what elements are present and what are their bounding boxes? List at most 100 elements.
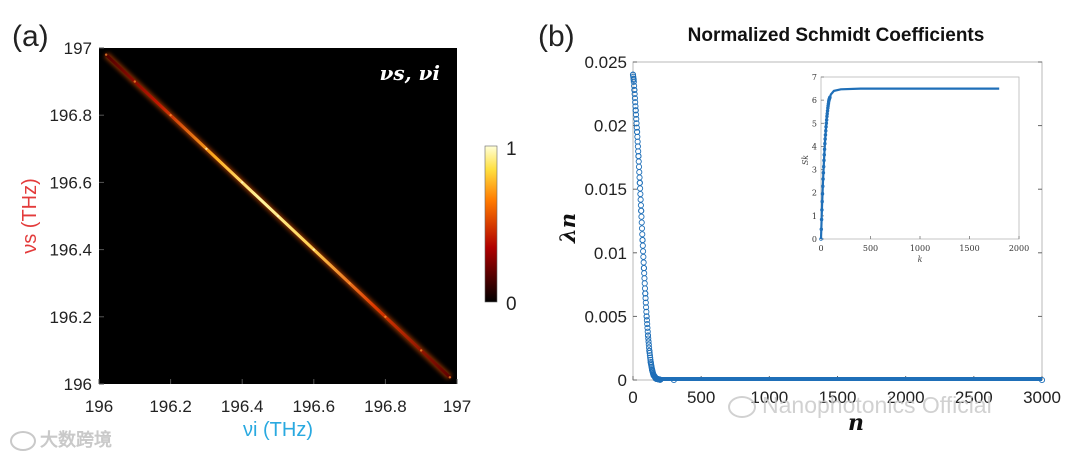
- inset-x-tick-label: 0: [818, 244, 823, 253]
- inset-point: [824, 125, 828, 129]
- x-tick-label: 3000: [1023, 388, 1061, 407]
- plot-b-x-ticks: 0 500 1000 1500 2000 2500 3000: [628, 376, 1061, 407]
- x-tick-label: 196: [85, 397, 113, 416]
- series-point: [644, 332, 652, 339]
- heatmap-annotation: νs, νi: [379, 61, 440, 85]
- series-point: [632, 107, 639, 114]
- watermark-left-text: 大数跨境: [40, 430, 112, 450]
- plot-b-xlabel: n: [848, 410, 864, 436]
- series-point: [640, 265, 647, 272]
- x-tick-label: 500: [687, 388, 715, 407]
- inset-point: [819, 217, 824, 222]
- series-point: [643, 304, 650, 311]
- y-tick-label: 0.025: [584, 53, 627, 72]
- inset-point: [821, 184, 825, 188]
- inset-point: [824, 121, 829, 126]
- x-tick-label: 2500: [955, 388, 993, 407]
- series-point: [638, 207, 645, 214]
- y-tick-label: 196.2: [49, 308, 92, 327]
- y-tick-label: 0.01: [594, 244, 627, 263]
- y-tick-label: 0: [618, 371, 627, 390]
- heatmap-x-ticks: 196 196.2 196.4 196.6 196.8 197: [85, 379, 471, 416]
- series-point: [640, 253, 647, 260]
- x-tick-label: 196.6: [293, 397, 336, 416]
- series-point: [640, 259, 647, 266]
- series-point: [631, 82, 638, 89]
- inset-point: [828, 95, 832, 99]
- series-point: [644, 320, 651, 328]
- series-point: [635, 163, 643, 170]
- series-point: [636, 174, 643, 181]
- y-tick-label: 196: [64, 375, 92, 394]
- watermark-right: Nanophotonics Official: [728, 392, 992, 419]
- inset-point: [819, 237, 823, 241]
- watermark-left: 大数跨境: [10, 426, 112, 452]
- series-point: [636, 179, 643, 186]
- ridge-point: [312, 248, 315, 251]
- series-point: [640, 248, 647, 255]
- series-point: [635, 153, 642, 160]
- series-point: [632, 103, 639, 110]
- inset-series: [819, 87, 1000, 241]
- y-tick-label: 196.4: [49, 241, 92, 260]
- inset-point: [826, 103, 830, 108]
- inset-point: [819, 227, 824, 232]
- inset-point: [821, 164, 826, 169]
- inset-point: [822, 153, 827, 157]
- x-tick-label: 1000: [750, 388, 788, 407]
- series-point: [630, 76, 637, 83]
- ridge-point: [169, 114, 172, 117]
- inset-point: [820, 199, 824, 204]
- y-tick-label: 0.02: [594, 117, 627, 136]
- series-point: [634, 128, 641, 136]
- ridge-point: [104, 53, 108, 56]
- x-tick-label: 196.8: [364, 397, 407, 416]
- colorbar: [484, 145, 498, 303]
- series-point: [641, 270, 648, 277]
- inset-point: [824, 118, 829, 122]
- x-tick-label: 196.2: [149, 397, 192, 416]
- inset-y-tick-label: 2: [812, 189, 817, 198]
- series-point: [635, 158, 642, 165]
- series-point: [645, 335, 652, 342]
- inset-x-tick-label: 500: [863, 244, 878, 253]
- series-point: [639, 237, 646, 244]
- inset-point: [823, 137, 827, 141]
- series-point: [631, 91, 638, 98]
- series-point: [653, 375, 660, 382]
- series-point: [646, 347, 653, 354]
- series-point: [641, 280, 648, 287]
- colorbar-min-label: 0: [506, 294, 517, 315]
- x-tick-label: 2000: [887, 388, 925, 407]
- series-point: [637, 196, 644, 203]
- inset-xlabel: k: [918, 255, 923, 264]
- ridge-point: [205, 147, 208, 150]
- inset-point: [820, 192, 825, 196]
- inset-x-tick-label: 2000: [1009, 244, 1029, 253]
- inset-point: [823, 141, 827, 146]
- inset-y-tick-label: 4: [812, 142, 817, 151]
- series-point: [631, 86, 638, 94]
- wechat-icon: [728, 395, 756, 418]
- inset-y-tick-label: 6: [812, 96, 817, 105]
- series-point: [643, 313, 650, 320]
- ridge-point: [384, 315, 387, 318]
- ridge-point: [276, 214, 280, 218]
- series-point: [639, 231, 646, 238]
- series-point: [637, 185, 644, 192]
- ridge-point: [241, 181, 244, 184]
- series-point: [633, 124, 640, 131]
- series-point: [643, 308, 650, 315]
- y-tick-label: 196.8: [49, 106, 92, 125]
- series-point: [638, 225, 646, 232]
- chart-b-title: Normalized Schmidt Coefficients: [688, 25, 985, 46]
- ridge-point: [420, 349, 423, 352]
- series-point: [644, 324, 651, 331]
- series-point: [647, 359, 654, 366]
- series-point: [646, 352, 653, 359]
- inset-point: [820, 208, 824, 212]
- inset-point: [821, 177, 825, 181]
- heatmap-xlabel: νi (THz): [243, 419, 313, 441]
- inset-point: [821, 171, 826, 175]
- x-tick-label: 196.4: [221, 397, 264, 416]
